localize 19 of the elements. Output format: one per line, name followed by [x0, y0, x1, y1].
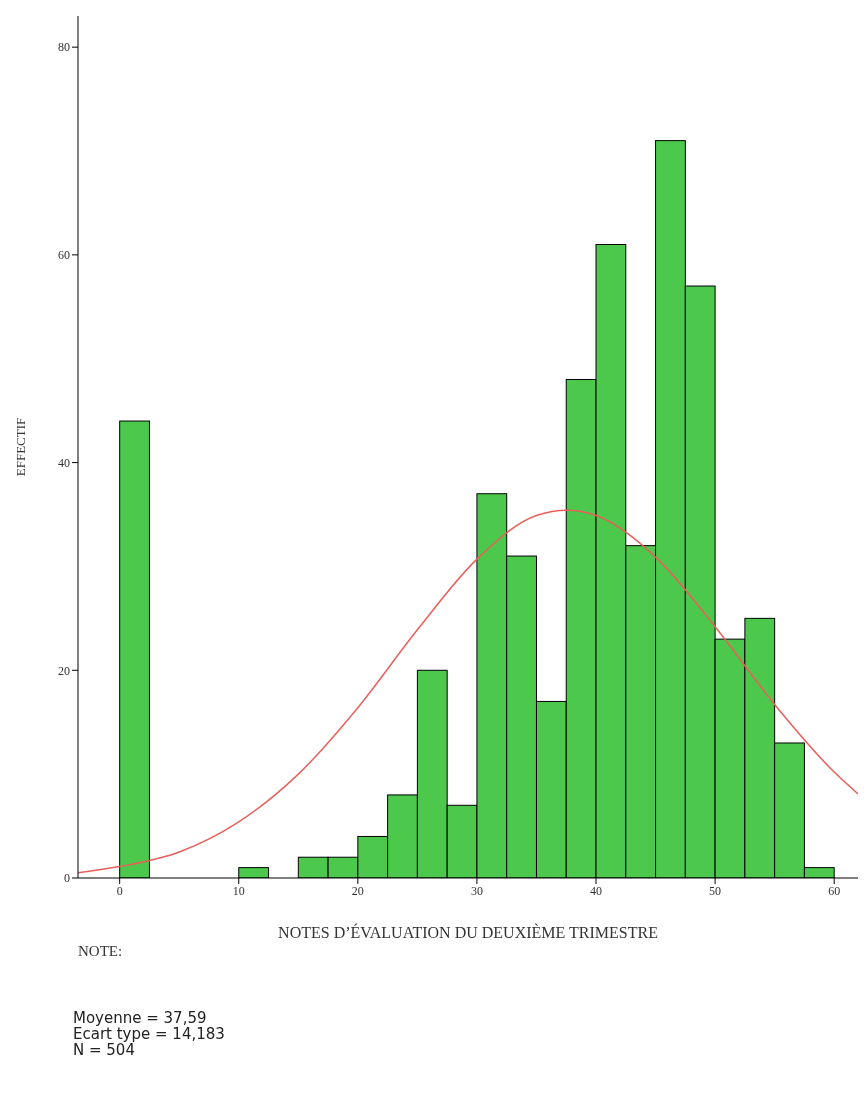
text: Moyenne = 37,59 — [73, 1009, 207, 1027]
x-tick-label: 60 — [828, 883, 841, 898]
y-tick-label: 60 — [58, 248, 70, 263]
x-tick-label: 0 — [116, 883, 123, 898]
x-tick-label: 30 — [470, 883, 483, 898]
line-series — [78, 509, 858, 874]
y-tick-label: 40 — [58, 455, 70, 470]
x-tick-label: 10 — [232, 883, 245, 898]
y-tick-label: 80 — [58, 40, 70, 55]
y-axis-title: EFFECTIF — [12, 417, 28, 477]
x-tick-label: 20 — [351, 883, 364, 898]
text: NOTE: — [77, 943, 124, 960]
x-axis-title: NOTES D’ÉVALUATION DU DEUXIÈME TRIMESTRE — [278, 923, 658, 941]
y-tick-label: 20 — [58, 663, 70, 678]
y-tick-label: 0 — [64, 871, 70, 886]
x-tick-label: 50 — [709, 883, 722, 898]
x-tick-label: 40 — [590, 883, 603, 898]
text: N = 504 — [73, 1041, 135, 1059]
text: Ecart type = 14,183 — [73, 1025, 226, 1043]
